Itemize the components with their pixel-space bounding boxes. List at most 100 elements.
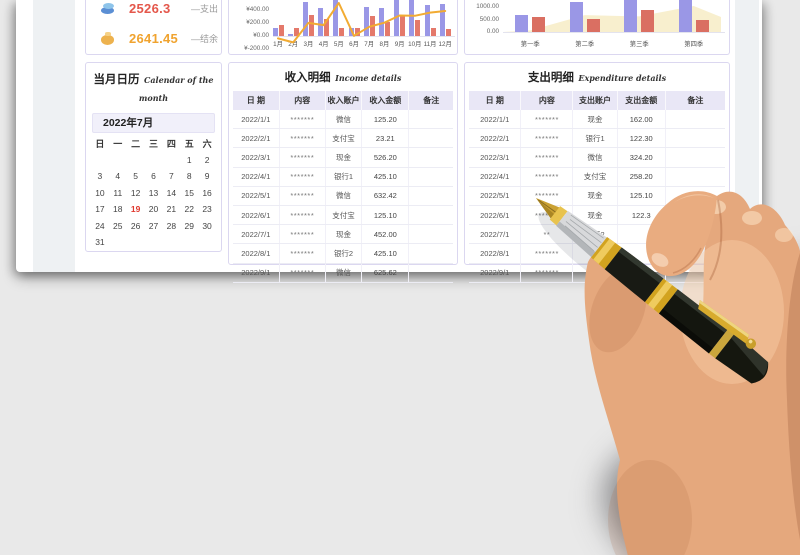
content-cell[interactable]: ******* — [279, 167, 326, 187]
calendar-day[interactable]: 12 — [130, 187, 141, 198]
calendar-day[interactable]: 18 — [113, 204, 123, 215]
account-cell[interactable]: 银行1 — [325, 167, 363, 187]
calendar-day[interactable]: 8 — [186, 171, 192, 182]
note-cell[interactable] — [665, 167, 725, 187]
calendar-day[interactable]: 4 — [115, 171, 121, 182]
calendar-day[interactable]: 6 — [151, 171, 156, 182]
date-cell[interactable]: 2022/7/1 — [469, 224, 522, 245]
date-cell[interactable]: 2022/5/1 — [469, 186, 522, 206]
calendar-day[interactable]: 11 — [113, 187, 123, 198]
calendar-day[interactable]: 15 — [184, 187, 194, 198]
note-cell[interactable] — [665, 263, 725, 283]
content-cell[interactable]: ******* — [279, 263, 326, 283]
content-cell[interactable]: ******* — [279, 128, 326, 149]
calendar-day[interactable]: 24 — [95, 220, 105, 231]
calendar-day[interactable]: 25 — [113, 220, 123, 231]
date-cell[interactable]: 2022/9/1 — [469, 263, 522, 283]
date-cell[interactable]: 2022/9/1 — [233, 263, 280, 283]
note-cell[interactable] — [665, 243, 725, 264]
account-cell[interactable]: 微信 — [572, 147, 618, 168]
amount-cell[interactable]: 425.10 — [361, 167, 410, 187]
calendar-day[interactable]: 30 — [202, 220, 212, 231]
note-cell[interactable] — [408, 205, 453, 226]
account-cell[interactable]: 微信 — [325, 110, 363, 130]
content-cell[interactable]: ******* — [520, 110, 574, 130]
calendar-day[interactable]: 3 — [97, 171, 103, 182]
calendar-day[interactable]: 16 — [202, 187, 212, 198]
amount-cell[interactable]: 125.10 — [617, 186, 666, 206]
amount-cell[interactable]: 122.3 — [617, 205, 666, 226]
account-cell[interactable]: 支付宝 — [572, 167, 618, 187]
calendar-day[interactable]: 21 — [166, 204, 177, 215]
note-cell[interactable] — [408, 243, 453, 264]
date-cell[interactable]: 2022/2/1 — [233, 128, 280, 149]
calendar-day[interactable]: 7 — [168, 171, 174, 182]
account-cell[interactable]: 银行1 — [572, 128, 618, 149]
account-cell[interactable] — [572, 263, 618, 283]
note-cell[interactable] — [408, 147, 453, 168]
note-cell[interactable] — [665, 186, 725, 206]
account-cell[interactable]: 现金 — [325, 147, 363, 168]
amount-cell[interactable]: 125.10 — [361, 205, 410, 226]
content-cell[interactable]: ******* — [520, 167, 574, 187]
calendar-day[interactable]: 13 — [148, 187, 159, 198]
account-cell[interactable]: 银行2 — [325, 243, 363, 264]
amount-cell[interactable]: 324.20 — [617, 147, 666, 168]
amount-cell[interactable]: 258.20 — [617, 167, 666, 187]
note-cell[interactable] — [665, 110, 725, 130]
calendar-day[interactable]: 19 — [130, 204, 141, 215]
calendar-day[interactable]: 23 — [202, 204, 212, 215]
date-cell[interactable]: 2022/3/1 — [469, 147, 522, 168]
amount-cell[interactable]: 23.21 — [361, 128, 410, 149]
date-cell[interactable]: 2022/1/1 — [233, 110, 280, 130]
account-cell[interactable] — [572, 243, 618, 264]
amount-cell[interactable]: 425.10 — [361, 243, 410, 264]
date-cell[interactable]: 2022/5/1 — [233, 186, 280, 206]
calendar-day[interactable]: 29 — [184, 220, 194, 231]
date-cell[interactable]: 2022/3/1 — [233, 147, 280, 168]
content-cell[interactable]: ******* — [279, 110, 326, 130]
account-cell[interactable]: 现金 — [572, 110, 618, 130]
date-cell[interactable]: 2022/8/1 — [469, 243, 522, 264]
calendar-day[interactable]: 17 — [95, 204, 105, 215]
amount-cell[interactable]: 162.00 — [617, 110, 666, 130]
date-cell[interactable]: 2022/6/1 — [233, 205, 280, 226]
account-cell[interactable]: 微信 — [325, 263, 363, 283]
note-cell[interactable] — [408, 110, 453, 130]
account-cell[interactable]: 银行2 — [572, 224, 618, 245]
note-cell[interactable] — [408, 224, 453, 245]
calendar-day[interactable]: 9 — [204, 171, 210, 182]
amount-cell[interactable] — [617, 263, 666, 283]
account-cell[interactable]: 支付宝 — [325, 128, 363, 149]
calendar-day[interactable]: 27 — [148, 220, 159, 231]
account-cell[interactable]: 现金 — [572, 186, 618, 206]
calendar-day[interactable]: 1 — [186, 155, 192, 165]
note-cell[interactable] — [408, 263, 453, 283]
content-cell[interactable]: ******* — [520, 147, 574, 168]
note-cell[interactable] — [408, 128, 453, 149]
calendar-day[interactable]: 31 — [95, 237, 105, 248]
amount-cell[interactable] — [617, 243, 666, 264]
date-cell[interactable]: 2022/4/1 — [233, 167, 280, 187]
calendar-day[interactable]: 14 — [166, 187, 177, 198]
date-cell[interactable]: 2022/2/1 — [469, 128, 522, 149]
content-cell[interactable]: ******* — [279, 147, 326, 168]
date-cell[interactable]: 2022/6/1 — [469, 205, 522, 226]
amount-cell[interactable]: 625.62 — [361, 263, 410, 283]
content-cell[interactable]: ******* — [279, 243, 326, 264]
note-cell[interactable] — [665, 224, 725, 245]
amount-cell[interactable]: 632.42 — [361, 186, 410, 206]
amount-cell[interactable]: 526.20 — [361, 147, 410, 168]
calendar-day[interactable]: 10 — [95, 187, 105, 198]
account-cell[interactable]: 现金 — [572, 205, 618, 226]
content-cell[interactable]: ******* — [520, 243, 574, 264]
amount-cell[interactable]: 125.20 — [361, 110, 410, 130]
content-cell[interactable]: ******* — [520, 128, 574, 149]
amount-cell[interactable]: 452.00 — [361, 224, 410, 245]
calendar-day[interactable]: 5 — [133, 171, 138, 182]
calendar-day[interactable]: 2 — [204, 155, 210, 165]
content-cell[interactable]: ******* — [520, 205, 574, 226]
account-cell[interactable]: 微信 — [325, 186, 363, 206]
calendar-day[interactable]: 20 — [148, 204, 159, 215]
note-cell[interactable] — [665, 205, 725, 226]
